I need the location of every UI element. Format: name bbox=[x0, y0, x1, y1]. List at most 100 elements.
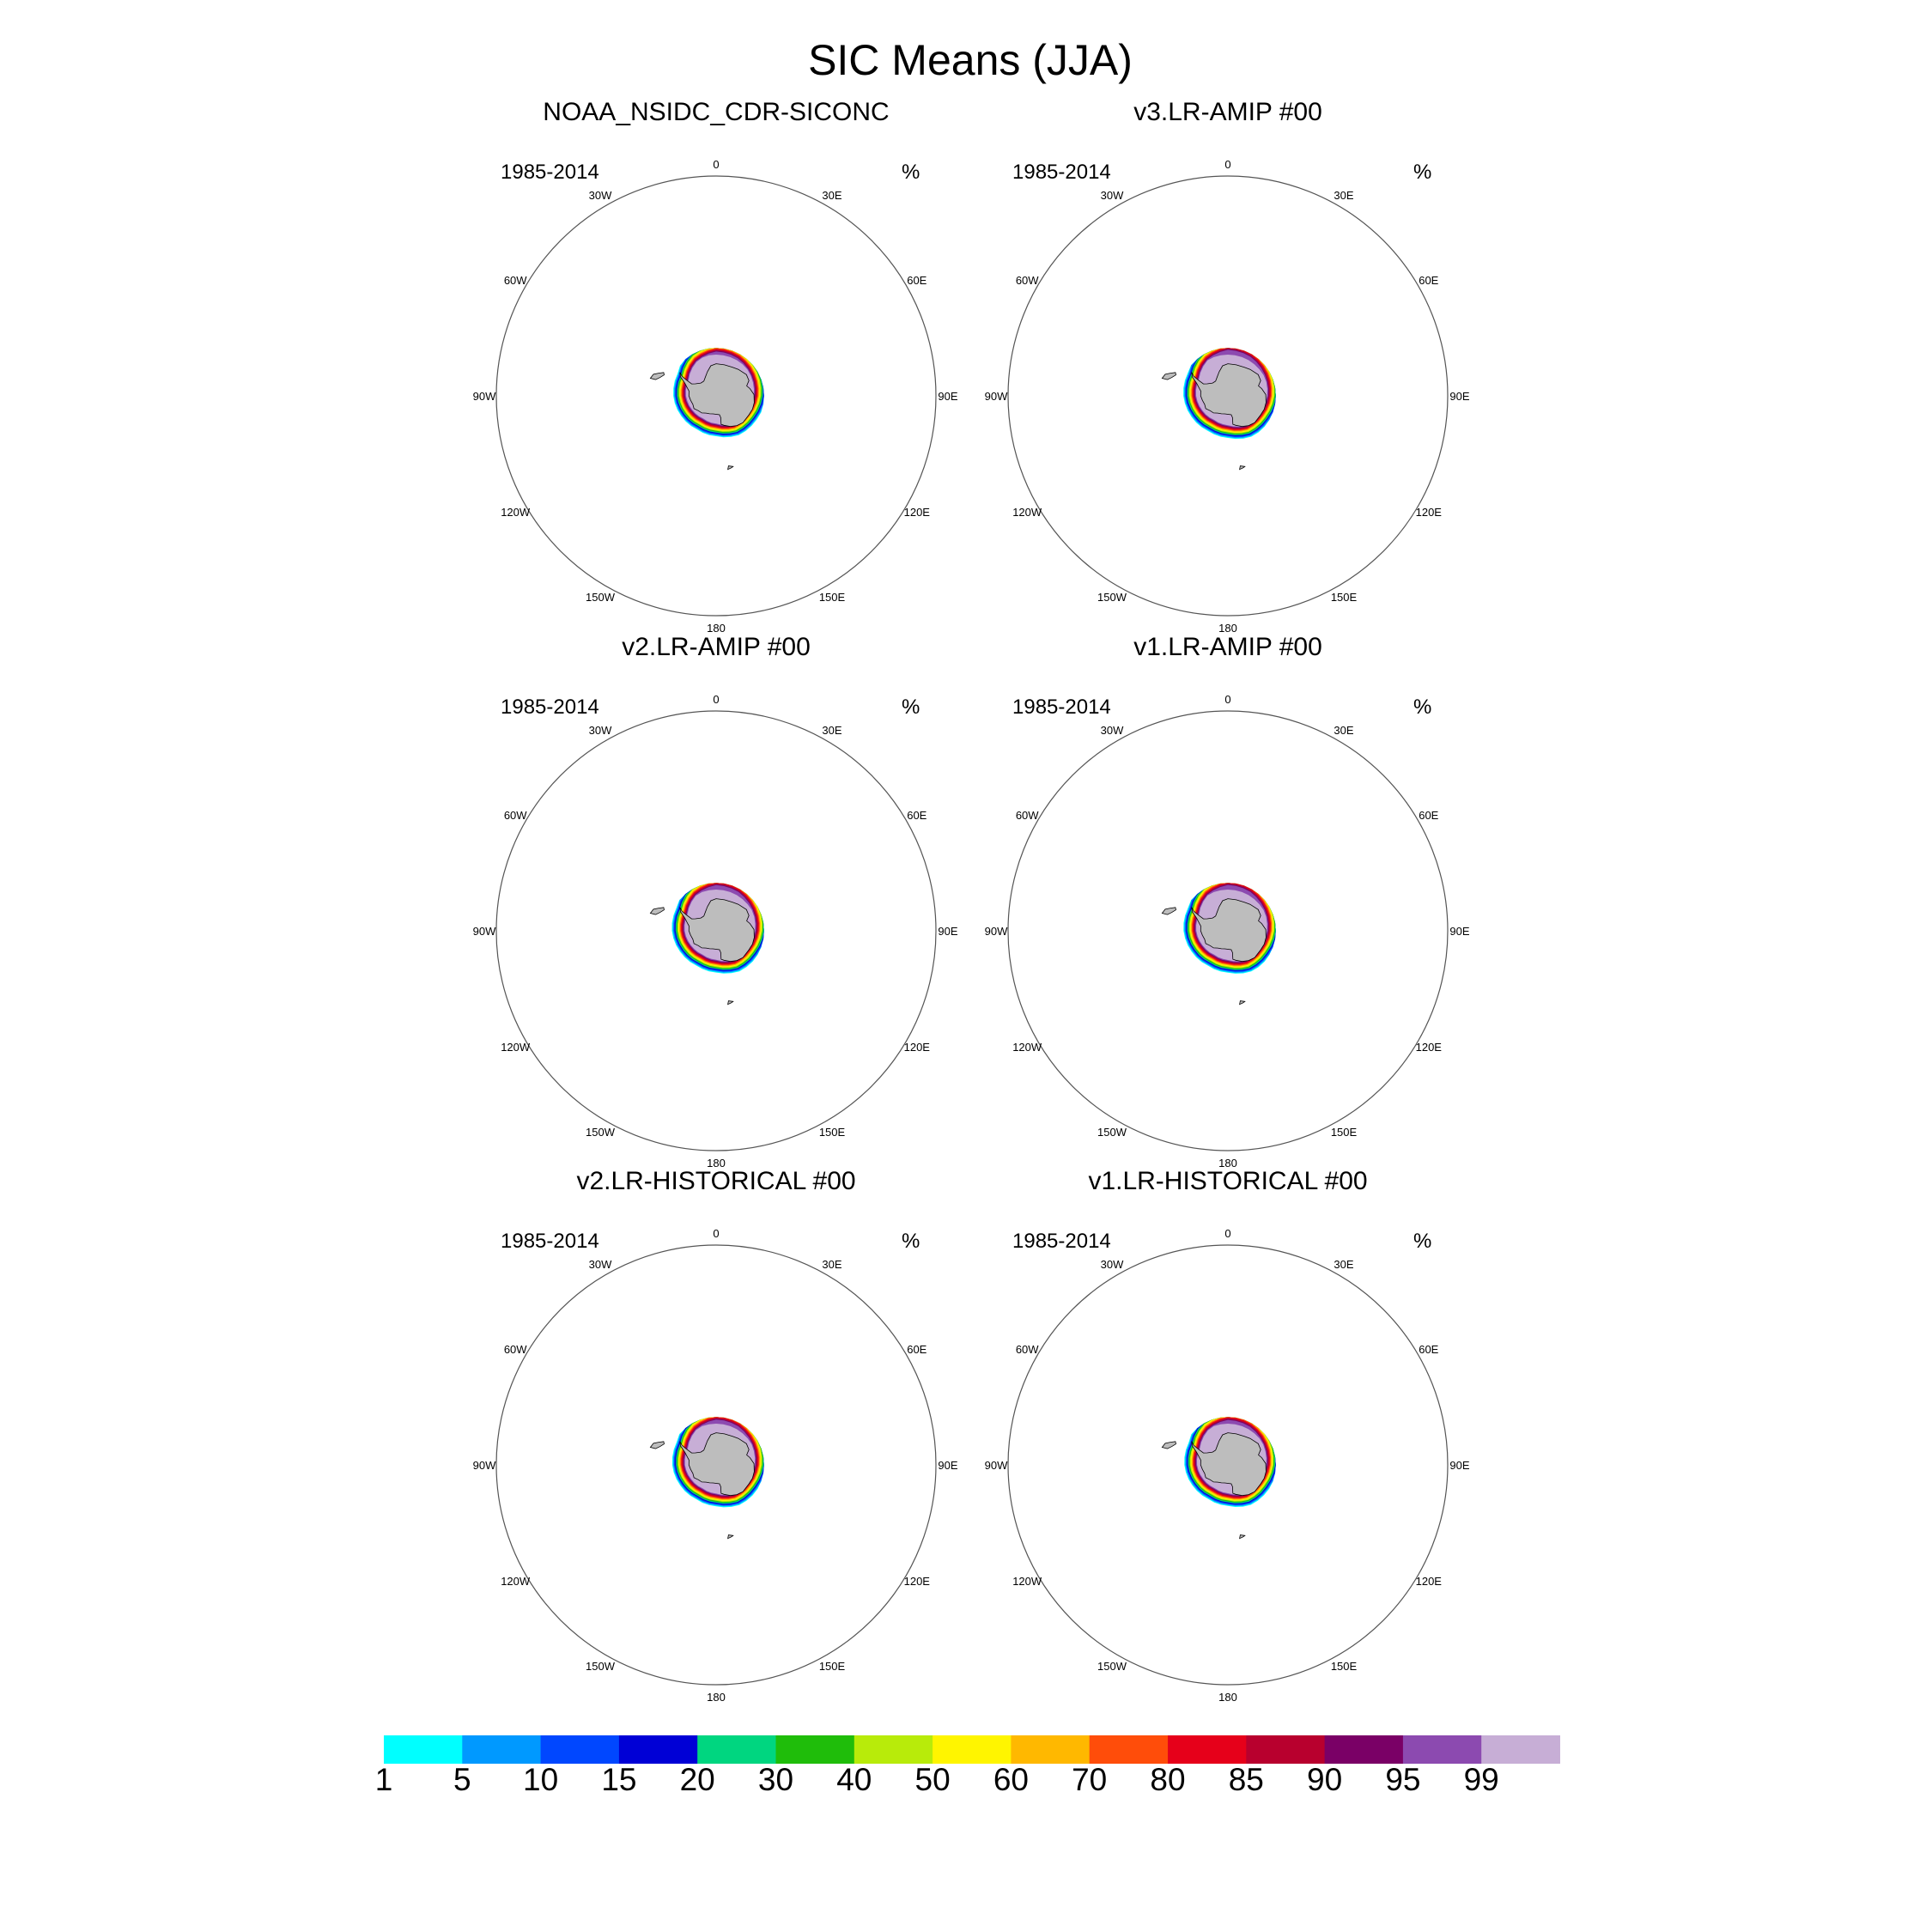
longitude-label: 120W bbox=[1012, 1041, 1042, 1054]
colorbar-tick-label: 10 bbox=[523, 1762, 558, 1797]
longitude-label: 120W bbox=[1012, 506, 1042, 519]
colorbar-bin bbox=[1481, 1735, 1560, 1764]
longitude-label: 120E bbox=[904, 1575, 931, 1588]
panel-period: 1985-2014 bbox=[1012, 161, 1111, 184]
longitude-label: 150W bbox=[586, 1660, 616, 1673]
panel-units: % bbox=[1413, 696, 1431, 719]
colorbar-bin bbox=[1402, 1735, 1482, 1764]
map-field bbox=[649, 348, 764, 471]
longitude-label: 60W bbox=[1016, 1343, 1039, 1356]
longitude-label: 60E bbox=[1419, 1343, 1438, 1356]
antarctica-land bbox=[679, 363, 755, 428]
longitude-label: 90W bbox=[473, 925, 496, 938]
map-border bbox=[495, 175, 937, 617]
antarctica-land bbox=[1191, 363, 1267, 428]
south-america-land bbox=[1161, 1441, 1176, 1449]
map-panel-4: v1.LR-AMIP #00 1985-2014 % 0 30E 60E 90E 120E 15… bbox=[985, 633, 1470, 1170]
antarctica-land bbox=[1191, 898, 1267, 963]
longitude-label: 90W bbox=[473, 1459, 496, 1472]
panel-title: v2.LR-AMIP #00 bbox=[622, 633, 811, 661]
colorbar-tick-label: 80 bbox=[1150, 1762, 1185, 1797]
colorbar-bin bbox=[1011, 1735, 1091, 1764]
longitude-label: 0 bbox=[713, 158, 719, 171]
longitude-label: 60W bbox=[1016, 809, 1039, 822]
colorbar-tick-label: 70 bbox=[1072, 1762, 1107, 1797]
longitude-label: 60E bbox=[1419, 274, 1438, 287]
colorbar-tick-label: 5 bbox=[453, 1762, 471, 1797]
longitude-label: 150W bbox=[1097, 1126, 1127, 1139]
figure-title: SIC Means (JJA) bbox=[808, 36, 1133, 84]
colorbar-bin bbox=[384, 1735, 463, 1764]
longitude-label: 120E bbox=[904, 1041, 931, 1054]
longitude-label: 60W bbox=[504, 1343, 527, 1356]
south-america-land bbox=[649, 1441, 665, 1449]
panel-units: % bbox=[902, 161, 920, 184]
longitude-label: 90E bbox=[938, 925, 957, 938]
longitude-label: 30E bbox=[1334, 724, 1353, 737]
longitude-label: 150W bbox=[586, 591, 616, 604]
panel-period: 1985-2014 bbox=[501, 696, 599, 719]
south-america-land bbox=[649, 372, 665, 380]
colorbar-tick-label: 20 bbox=[680, 1762, 715, 1797]
map-field bbox=[1161, 1417, 1276, 1540]
longitude-label: 150W bbox=[1097, 1660, 1127, 1673]
map-panel-3: v2.LR-AMIP #00 1985-2014 % 0 30E 60E 90E 120E 15… bbox=[473, 633, 958, 1170]
longitude-label: 90E bbox=[938, 390, 957, 403]
longitude-label: 60E bbox=[1419, 809, 1438, 822]
map-field bbox=[1161, 348, 1276, 471]
longitude-label: 0 bbox=[713, 693, 719, 706]
colorbar-tick-label: 85 bbox=[1229, 1762, 1264, 1797]
colorbar-tick-label: 15 bbox=[601, 1762, 636, 1797]
antarctica-land bbox=[679, 898, 755, 963]
panel-title: NOAA_NSIDC_CDR-SICONC bbox=[543, 98, 889, 126]
longitude-label: 120E bbox=[904, 506, 931, 519]
longitude-label: 0 bbox=[1224, 693, 1230, 706]
panel-title: v2.LR-HISTORICAL #00 bbox=[576, 1167, 855, 1195]
longitude-label: 150E bbox=[1331, 1126, 1358, 1139]
longitude-label: 150E bbox=[819, 1660, 846, 1673]
longitude-label: 180 bbox=[707, 622, 726, 635]
panel-title: v1.LR-AMIP #00 bbox=[1133, 633, 1322, 661]
map-field bbox=[649, 1417, 764, 1540]
antarctica-land bbox=[679, 1432, 755, 1497]
colorbar-bin bbox=[697, 1735, 776, 1764]
longitude-label: 30W bbox=[589, 189, 612, 202]
longitude-label: 0 bbox=[1224, 1227, 1230, 1240]
colorbar-tick-label: 50 bbox=[915, 1762, 951, 1797]
longitude-label: 60W bbox=[504, 274, 527, 287]
panel-period: 1985-2014 bbox=[501, 161, 599, 184]
new-zealand-land bbox=[1239, 1534, 1246, 1540]
south-america-land bbox=[649, 907, 665, 915]
panel-period: 1985-2014 bbox=[1012, 1230, 1111, 1253]
panel-period: 1985-2014 bbox=[1012, 696, 1111, 719]
longitude-label: 30E bbox=[1334, 189, 1353, 202]
longitude-label: 150W bbox=[586, 1126, 616, 1139]
panels: NOAA_NSIDC_CDR-SICONC 1985-2014 % 0 30E 60E 90… bbox=[473, 98, 1470, 1704]
panel-units: % bbox=[1413, 1230, 1431, 1253]
longitude-label: 150E bbox=[1331, 1660, 1358, 1673]
longitude-label: 120W bbox=[501, 1575, 531, 1588]
colorbar-bin bbox=[618, 1735, 698, 1764]
longitude-label: 30W bbox=[589, 724, 612, 737]
longitude-label: 180 bbox=[1218, 1157, 1237, 1170]
map-panel-1: NOAA_NSIDC_CDR-SICONC 1985-2014 % 0 30E 60E 90… bbox=[473, 98, 958, 635]
longitude-label: 0 bbox=[713, 1227, 719, 1240]
longitude-label: 90W bbox=[985, 925, 1008, 938]
longitude-label: 150E bbox=[819, 1126, 846, 1139]
colorbar-tick-label: 30 bbox=[758, 1762, 793, 1797]
new-zealand-land bbox=[727, 465, 734, 471]
map-field bbox=[1161, 883, 1276, 1005]
longitude-label: 30W bbox=[589, 1258, 612, 1271]
colorbar-bin bbox=[1246, 1735, 1326, 1764]
longitude-label: 60E bbox=[907, 274, 927, 287]
map-panel-6: v1.LR-HISTORICAL #00 1985-2014 % 0 30E 60E 90E… bbox=[985, 1167, 1470, 1704]
longitude-label: 60E bbox=[907, 809, 927, 822]
longitude-label: 30E bbox=[822, 189, 841, 202]
colorbar-bin bbox=[462, 1735, 542, 1764]
map-panel-5: v2.LR-HISTORICAL #00 1985-2014 % 0 30E 60E 90E… bbox=[473, 1167, 958, 1704]
colorbar-bin bbox=[933, 1735, 1012, 1764]
map-border bbox=[1007, 175, 1449, 617]
map-border bbox=[1007, 1244, 1449, 1686]
longitude-label: 90W bbox=[985, 390, 1008, 403]
longitude-label: 60E bbox=[907, 1343, 927, 1356]
